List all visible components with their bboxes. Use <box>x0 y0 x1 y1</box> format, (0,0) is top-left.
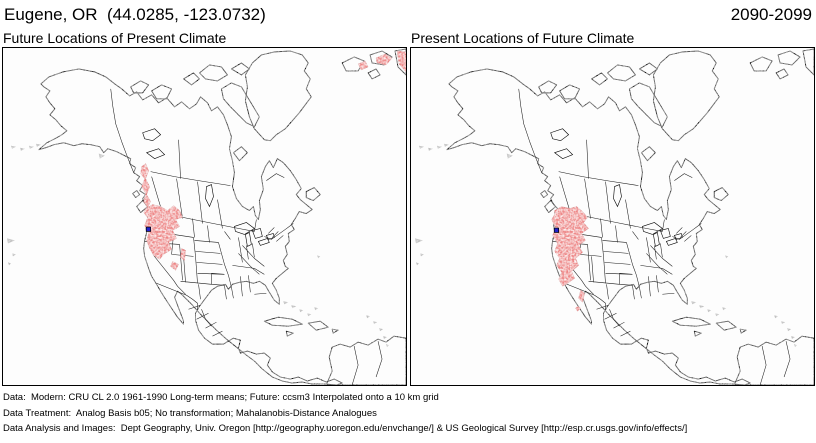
right-analog-region <box>551 206 589 312</box>
left-map-svg <box>3 48 406 385</box>
data-credits: Data: Modern: CRU CL 2.0 1961-1990 Long-… <box>3 390 687 437</box>
data-analysis-line: Data Analysis and Images: Dept Geography… <box>3 423 688 434</box>
map-future-locations-of-present-climate <box>2 47 407 386</box>
data-treatment-line: Data Treatment: Analog Basis b05; No tra… <box>3 407 377 419</box>
left-map-title: Future Locations of Present Climate <box>3 30 227 46</box>
data-sources-line: Data: Modern: CRU CL 2.0 1961-1990 Long-… <box>3 392 439 403</box>
right-map-title: Present Locations of Future Climate <box>411 30 635 46</box>
location-marker-left <box>145 226 151 232</box>
right-map-svg <box>411 48 814 385</box>
page-title: Eugene, OR (44.0285, -123.0732) <box>4 5 266 24</box>
period-label: 2090-2099 <box>730 5 812 24</box>
left-analog-region <box>140 50 406 271</box>
map-present-locations-of-future-climate <box>410 47 815 386</box>
location-marker-right <box>553 227 559 233</box>
